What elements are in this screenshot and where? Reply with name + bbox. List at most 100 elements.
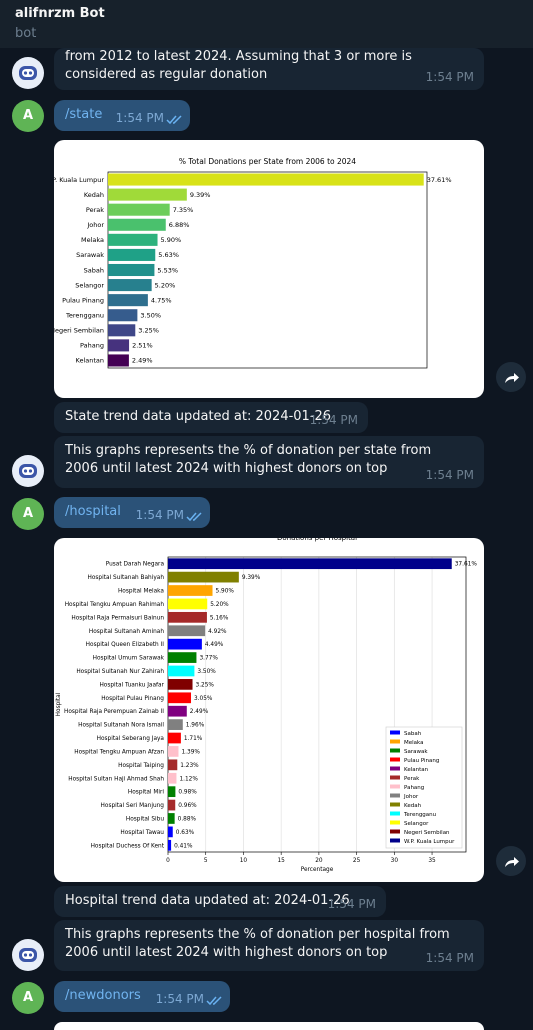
legend-swatch — [390, 784, 400, 789]
data-label: 3.25% — [196, 682, 215, 688]
legend-label: Selangor — [404, 821, 429, 827]
data-label: 9.39% — [242, 575, 261, 581]
data-label: 7.35% — [173, 206, 194, 214]
y-tick-label: Hospital Seri Manjung — [101, 803, 165, 809]
bot-avatar — [12, 939, 44, 971]
command-text[interactable]: /state — [65, 107, 103, 122]
data-label: 37.61% — [455, 562, 478, 568]
message-time: 1:54 PM — [425, 468, 474, 482]
y-tick-label: Hospital Duchess Of Kent — [91, 843, 165, 849]
bot-avatar — [12, 57, 44, 89]
chart-image[interactable]: % Total Donations per State from 2006 to… — [54, 140, 484, 398]
x-axis-label: Percentage — [301, 867, 334, 873]
bar — [108, 233, 158, 246]
plot-frame — [107, 171, 428, 369]
bar — [108, 309, 138, 322]
data-label: 5.16% — [210, 615, 229, 621]
y-tick-label: Hospital Raja Permaisuri Bainun — [71, 615, 164, 621]
legend-label: Negeri Sembilan — [404, 830, 450, 836]
data-label: 5.90% — [216, 589, 235, 595]
legend-swatch — [390, 739, 400, 744]
y-tick-label: Terengganu — [65, 312, 104, 320]
user-avatar: A — [12, 498, 44, 530]
data-label: 1.96% — [186, 723, 205, 729]
message: Hospital trend data updated at: 2024-01-… — [54, 886, 386, 917]
bar — [168, 571, 239, 583]
bar — [168, 732, 181, 744]
y-tick-label: Perak — [86, 206, 104, 214]
chart-image[interactable]: Donations per Hospital 0 5 10 15 20 25 30 35 Pusa… — [54, 538, 484, 882]
data-label: 37.61% — [427, 176, 452, 184]
x-tick-label: 30 — [391, 858, 399, 864]
message-time: 1:54 PM — [425, 951, 474, 965]
legend-label: Kedah — [404, 803, 422, 809]
bot-avatar — [12, 455, 44, 487]
message-text: Hospital trend data updated at: 2024-01-… — [65, 893, 350, 908]
data-label: 3.50% — [197, 669, 216, 675]
y-tick-label: Hospital Taiping — [118, 763, 164, 769]
message-time: 1:54 PM — [155, 992, 204, 1006]
bar — [168, 786, 176, 798]
legend-swatch — [390, 829, 400, 834]
message-outgoing[interactable]: /hospital 1:54 PM — [54, 497, 210, 528]
y-tick-label: Hospital Tawau — [120, 830, 164, 836]
y-tick-label: Pahang — [80, 342, 104, 350]
y-tick-label: Kedah — [84, 191, 104, 199]
bar — [168, 558, 452, 570]
legend-swatch — [390, 775, 400, 780]
y-tick-label: Melaka — [81, 236, 104, 244]
message-time: 1:54 PM — [327, 897, 376, 911]
bar — [108, 324, 136, 337]
y-tick-label: Hospital Raja Perempuan Zainab II — [64, 709, 164, 715]
bar — [168, 665, 195, 677]
y-tick-label: Hospital Sultanah Aminah — [89, 629, 164, 635]
bar — [168, 772, 177, 784]
y-tick-label: W.P. Kuala Lumpur — [54, 176, 104, 184]
command-text[interactable]: /newdonors — [65, 988, 141, 1003]
bar — [168, 813, 175, 824]
y-tick-label: Johor — [86, 221, 104, 229]
legend-label: Pahang — [404, 785, 424, 791]
legend-swatch — [390, 748, 400, 753]
message-outgoing[interactable]: /state 1:54 PM — [54, 100, 190, 131]
forward-button[interactable] — [496, 846, 526, 876]
y-tick-label: Hospital Sultan Haji Ahmad Shah — [68, 776, 164, 782]
bar — [108, 279, 152, 292]
user-avatar: A — [12, 982, 44, 1014]
bar — [168, 692, 192, 704]
legend-label: W.P. Kuala Lumpur — [404, 839, 455, 845]
read-check — [206, 996, 222, 1006]
y-tick-label: Hospital Tuanku Jaafar — [99, 682, 164, 688]
chat-header: alifnrzm Bot bot — [0, 0, 533, 48]
message-text: from 2012 to latest 2024. Assuming that … — [65, 49, 412, 82]
message-outgoing[interactable]: /newdonors 1:54 PM — [54, 981, 230, 1012]
chat-title: alifnrzm Bot — [15, 6, 105, 21]
x-tick-label: 0 — [166, 858, 170, 864]
forward-button[interactable] — [496, 362, 526, 392]
legend-swatch — [390, 802, 400, 807]
x-tick-label: 25 — [353, 858, 361, 864]
command-text[interactable]: /hospital — [65, 504, 121, 519]
legend-label: Pulau Pinang — [404, 758, 439, 764]
message-time: 1:54 PM — [425, 70, 474, 84]
data-label: 3.77% — [199, 656, 218, 662]
y-axis-label: Hospital — [56, 692, 62, 716]
bar — [168, 638, 202, 650]
data-label: 0.88% — [178, 817, 197, 823]
message: This graphs represents the % of donation… — [54, 436, 484, 488]
y-tick-label: Hospital Queen Elizabeth II — [86, 642, 165, 648]
legend-swatch — [390, 757, 400, 762]
data-label: 5.53% — [157, 266, 178, 274]
data-label: 0.63% — [176, 830, 195, 836]
chart-image[interactable]: New Donors Trends by Age Group (2006-202… — [54, 1022, 484, 1030]
legend-swatch — [390, 766, 400, 771]
bar — [168, 625, 206, 637]
user-avatar: A — [12, 100, 44, 132]
bar — [168, 611, 207, 623]
legend-swatch — [390, 793, 400, 798]
data-label: 5.90% — [161, 236, 182, 244]
y-tick-label: Pulau Pinang — [62, 296, 104, 304]
x-tick-label: 5 — [204, 858, 208, 864]
y-tick-label: Hospital Tengku Ampuan Afzan — [74, 749, 164, 755]
